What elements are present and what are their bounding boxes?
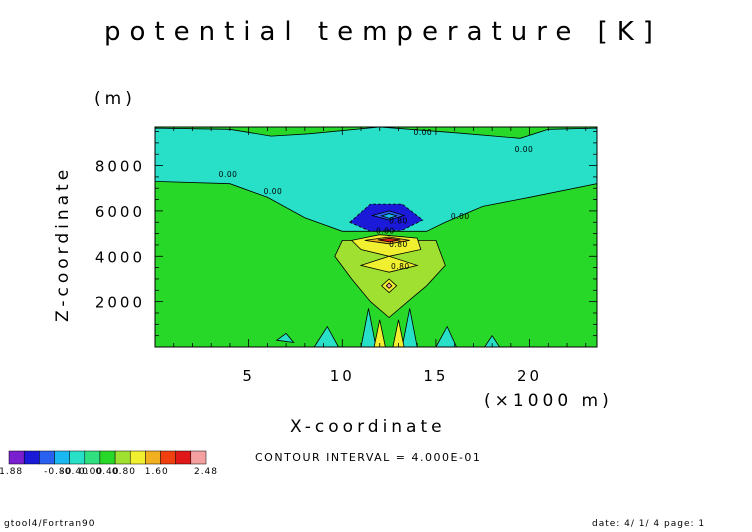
colorbar-swatch [175,450,192,465]
colorbar-labels: -1.88 -0.40 0.400.80 1.60 2.48 -0.80 0.00 [0,467,218,477]
x-tick-label: 5 [242,367,255,385]
colorbar-swatch [69,450,86,465]
contour-line-label: 0.80 [389,240,408,249]
colorbar-swatch [114,450,131,465]
x-axis-label: X-coordinate [290,417,446,437]
plot-area: 0.00 0.00 0.00 0.00 0.00 0.80 0.80 0.80 0.80 5 10… [95,126,598,385]
pink-max-point [385,282,393,289]
y-tick-label: 8000 [95,158,145,176]
colorbar-tick-label: -0.40 [61,467,89,477]
colorbar-overlap-label: -0.80 [44,467,72,477]
y-axis-label: Z-coordinate [53,166,73,322]
colorbar-swatch [160,450,176,465]
contour-line-label: 0.00 [413,128,432,137]
x-tick-label: 15 [423,367,448,385]
colorbar [8,450,207,465]
contour-interval-note: CONTOUR INTERVAL = 4.000E-01 [255,451,481,464]
colorbar-swatch [84,450,101,465]
contour-labels: 0.00 0.00 0.00 0.00 0.00 0.80 0.80 0.80 0.80 [219,128,534,271]
contour-line-label: 0.80 [389,216,408,225]
contour-line-label: 0.00 [515,145,534,154]
contour-line-label: 0.00 [219,170,238,179]
colorbar-tick-label: 1.60 [145,467,169,477]
colorbar-swatch [145,450,161,465]
colorbar-swatch [39,450,55,465]
chart-title: potential temperature [K] [104,17,662,47]
colorbar-tick-label: 2.48 [194,467,218,477]
x-unit-label: (×1000 m) [484,391,613,411]
x-tick-label: 20 [517,367,542,385]
plot-frame [154,126,598,348]
x-axis-ticks: 5 10 15 20 [173,127,587,385]
yellow-lobe-region [359,255,419,273]
contour-line-label: 0.80 [391,262,410,271]
y-axis-ticks: 2000 4000 6000 8000 [95,131,597,337]
y-tick-label: 4000 [95,248,145,266]
y-tick-label: 2000 [95,294,145,312]
footer-right: date: 4/ 1/ 4 page: 1 [592,519,705,529]
colorbar-swatch [8,450,25,465]
contour-line-label: 0.80 [376,227,395,236]
colorbar-tick-label: -1.88 [0,467,23,477]
low-cool-strip-a [275,332,295,344]
cool-cap-region [154,126,598,232]
contour-regions [154,126,598,348]
colorbar-swatch [99,450,116,465]
light-cool-ring [380,213,398,219]
contour-line-label: 0.00 [264,187,283,196]
colorbar-swatch [129,450,146,465]
colorbar-swatch [54,450,70,465]
colorbar-tick-label: 0.80 [112,467,136,477]
colorbar-tick-label: 0.40 [95,467,119,477]
footer-left: gtool4/Fortran90 [4,519,95,529]
y-unit-label: (m) [94,89,136,109]
contour-line-label: 0.00 [451,212,470,221]
colorbar-overlap-label: 0.00 [79,467,103,477]
colorbar-swatch [190,450,207,465]
x-tick-label: 10 [330,367,355,385]
y-tick-label: 6000 [95,203,145,221]
colorbar-swatch [23,450,40,465]
hot-core-region [377,237,401,243]
